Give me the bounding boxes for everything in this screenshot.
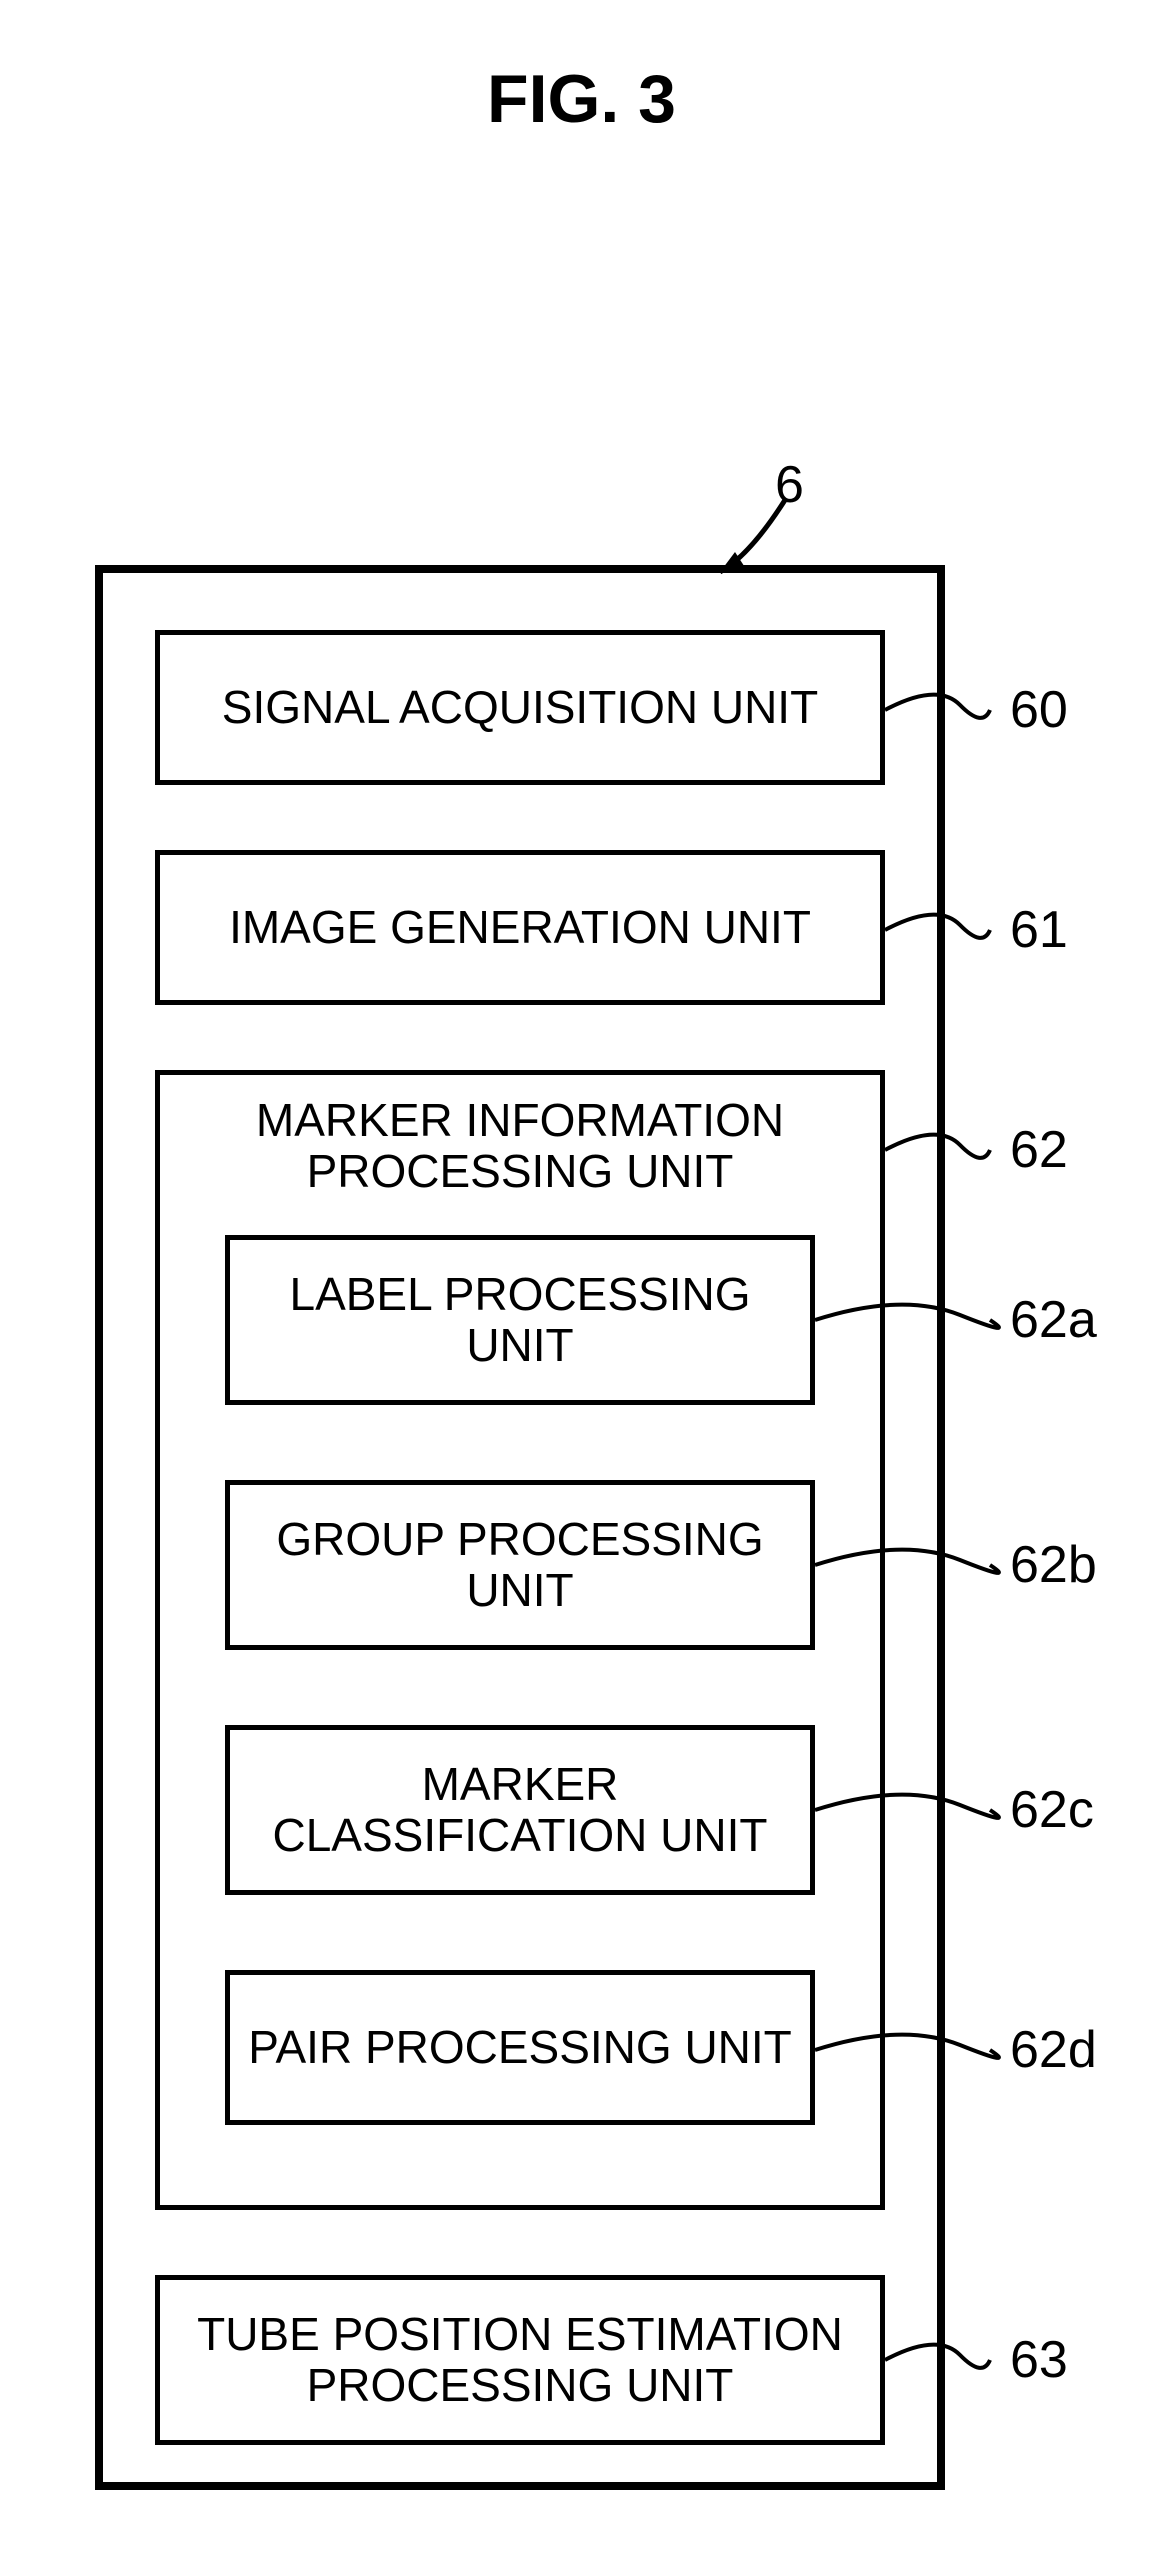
ref-62d: 62d bbox=[1010, 2020, 1097, 2080]
ref-61: 61 bbox=[1010, 900, 1068, 960]
ref-62c: 62c bbox=[1010, 1780, 1094, 1840]
block-label: GROUP PROCESSING UNIT bbox=[225, 1514, 815, 1615]
block-label: LABEL PROCESSING UNIT bbox=[225, 1269, 815, 1370]
block-label: MARKER INFORMATION PROCESSING UNIT bbox=[155, 1095, 885, 1196]
block-label: SIGNAL ACQUISITION UNIT bbox=[155, 682, 885, 733]
block-label: TUBE POSITION ESTIMATION PROCESSING UNIT bbox=[155, 2309, 885, 2410]
ref-62a: 62a bbox=[1010, 1290, 1097, 1350]
ref-63: 63 bbox=[1010, 2330, 1068, 2390]
ref-outer: 6 bbox=[775, 455, 804, 515]
block-label: PAIR PROCESSING UNIT bbox=[225, 2022, 815, 2073]
ref-62: 62 bbox=[1010, 1120, 1068, 1180]
diagram-canvas: FIG. 3 SIGNAL ACQUISITION UNIT 60 IMAGE GE… bbox=[0, 0, 1163, 2574]
ref-62b: 62b bbox=[1010, 1535, 1097, 1595]
block-label: MARKER CLASSIFICATION UNIT bbox=[225, 1759, 815, 1860]
block-label: IMAGE GENERATION UNIT bbox=[155, 902, 885, 953]
figure-title: FIG. 3 bbox=[0, 60, 1163, 138]
ref-60: 60 bbox=[1010, 680, 1068, 740]
